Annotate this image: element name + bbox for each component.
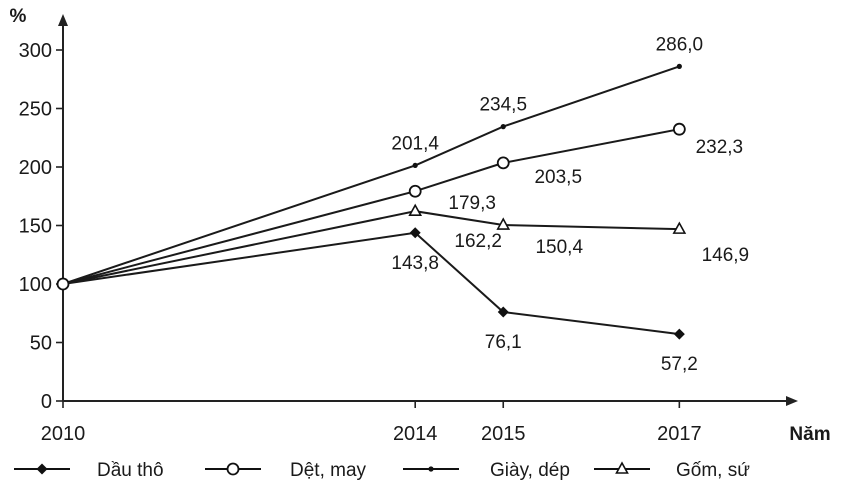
y-tick-label: 50 xyxy=(30,333,52,355)
axes: % Năm 0 50 100 150 200 250 300 2010 2014 2015 2017 xyxy=(10,6,831,445)
x-tick-label: 2010 xyxy=(41,423,86,445)
data-label: 143,8 xyxy=(391,253,439,274)
data-point xyxy=(496,156,510,170)
legend-label: Dệt, may xyxy=(290,460,367,481)
data-point xyxy=(672,122,686,136)
data-point xyxy=(497,306,509,318)
y-tick-label: 250 xyxy=(19,99,52,121)
data-point xyxy=(496,217,511,230)
legend-marker xyxy=(428,466,434,472)
data-label: 150,4 xyxy=(535,237,583,258)
x-axis-label: Năm xyxy=(789,424,830,445)
data-label: 232,3 xyxy=(696,137,744,158)
data-point xyxy=(408,203,423,217)
legend-marker xyxy=(226,462,240,476)
legend: Dầu thô Dệt, may Giày, dép Gốm, sứ xyxy=(14,460,750,481)
x-tick-label: 2015 xyxy=(481,423,526,445)
data-label: 203,5 xyxy=(534,167,582,188)
legend-marker xyxy=(36,463,48,475)
series-line-2 xyxy=(62,128,680,285)
x-tick-label: 2017 xyxy=(657,423,702,445)
x-tick-label: 2014 xyxy=(393,423,438,445)
legend-item-3: Giày, dép xyxy=(403,460,570,481)
y-axis-label: % xyxy=(10,6,27,27)
data-point xyxy=(672,221,687,234)
data-point xyxy=(408,184,422,198)
y-tick-label: 150 xyxy=(19,216,52,238)
y-tick-label: 0 xyxy=(41,391,52,413)
y-axis-arrow xyxy=(58,14,68,26)
legend-label: Dầu thô xyxy=(97,460,164,481)
data-label: 179,3 xyxy=(448,193,496,214)
data-label: 201,4 xyxy=(391,133,439,154)
y-tick-label: 200 xyxy=(19,157,52,179)
legend-item-1: Dầu thô xyxy=(14,460,164,481)
series-line-1 xyxy=(62,231,680,336)
data-point xyxy=(676,63,682,69)
data-label: 57,2 xyxy=(661,354,698,375)
legend-label: Gốm, sứ xyxy=(676,460,750,481)
origin-point xyxy=(56,277,70,291)
data-label: 146,9 xyxy=(702,245,750,266)
data-label: 234,5 xyxy=(479,95,527,116)
y-tick-label: 300 xyxy=(19,40,52,62)
data-point xyxy=(412,162,418,168)
legend-label: Giày, dép xyxy=(490,460,570,481)
legend-item-2: Dệt, may xyxy=(205,460,367,481)
series-line-4 xyxy=(62,210,680,285)
data-labels: 143,8 76,1 57,2 179,3 203,5 232,3 201,4 234,5 28… xyxy=(391,34,749,375)
data-label: 286,0 xyxy=(656,34,704,55)
legend-marker xyxy=(615,461,629,474)
series-line-3 xyxy=(62,65,680,285)
y-tick-label: 100 xyxy=(19,274,52,296)
data-point xyxy=(500,124,506,130)
data-point xyxy=(673,328,685,340)
x-axis-arrow xyxy=(786,396,798,406)
data-label: 76,1 xyxy=(485,332,522,353)
data-point xyxy=(409,227,421,239)
legend-item-4: Gốm, sứ xyxy=(594,460,750,481)
series-group xyxy=(56,63,687,340)
data-label: 162,2 xyxy=(454,231,502,252)
